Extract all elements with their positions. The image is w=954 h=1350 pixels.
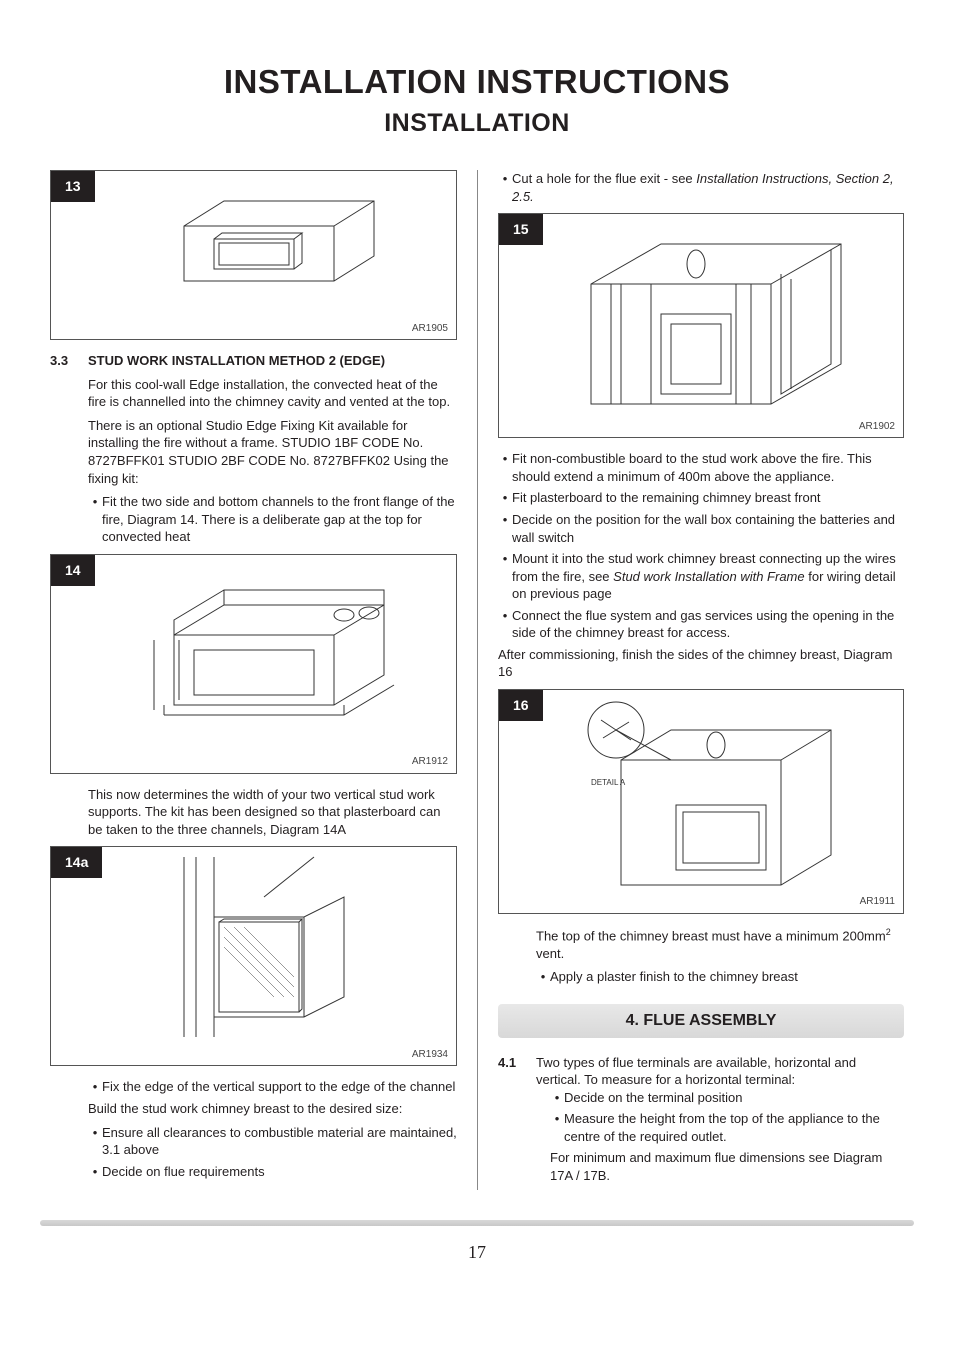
bullet-dot: • — [550, 1110, 564, 1145]
section-3-3-body: For this cool-wall Edge installation, th… — [88, 376, 457, 546]
bullet-text: Decide on flue requirements — [102, 1163, 265, 1181]
figure-13-label: 13 — [51, 171, 95, 202]
bullet-text: Connect the flue system and gas services… — [512, 607, 904, 642]
bullet-dot: • — [88, 1163, 102, 1181]
body-block: • Cut a hole for the flue exit - see Ins… — [498, 170, 904, 205]
left-column: 13 AR1905 3.3 STUD WORK INSTALLATION MET… — [40, 170, 477, 1190]
para: Build the stud work chimney breast to th… — [88, 1100, 457, 1118]
bullet-dot: • — [550, 1089, 564, 1107]
section-3-3-head: STUD WORK INSTALLATION METHOD 2 (EDGE) — [88, 352, 385, 370]
bullet: • Apply a plaster finish to the chimney … — [536, 968, 904, 986]
bullet-dot: • — [88, 1124, 102, 1159]
bullet-text: Decide on the terminal position — [564, 1089, 743, 1107]
para: There is an optional Studio Edge Fixing … — [88, 417, 457, 487]
para: After commissioning, finish the sides of… — [498, 646, 904, 681]
bullet-text: Fit plasterboard to the remaining chimne… — [512, 489, 821, 507]
bullet: • Decide on the terminal position — [550, 1089, 904, 1107]
figure-14-label: 14 — [51, 555, 95, 586]
bullet: • Decide on flue requirements — [88, 1163, 457, 1181]
body-block: The top of the chimney breast must have … — [536, 926, 904, 986]
para: For minimum and maximum flue dimensions … — [550, 1149, 904, 1184]
figure-14a-label: 14a — [51, 847, 102, 878]
bullet-dot: • — [498, 450, 512, 485]
page-number: 17 — [40, 1240, 914, 1264]
bullet-dot: • — [498, 511, 512, 546]
bullet: • Fix the edge of the vertical support t… — [88, 1078, 457, 1096]
bullet: • Decide on the position for the wall bo… — [498, 511, 904, 546]
figure-15-label: 15 — [499, 214, 543, 245]
bullet: • Fit non-combustible board to the stud … — [498, 450, 904, 485]
text: Cut a hole for the flue exit - see — [512, 171, 696, 186]
bullet: • Mount it into the stud work chimney br… — [498, 550, 904, 603]
para: The top of the chimney breast must have … — [536, 926, 904, 962]
figure-16-ref: AR1911 — [860, 895, 895, 909]
bullet-text: Cut a hole for the flue exit - see Insta… — [512, 170, 904, 205]
body-block: • Fix the edge of the vertical support t… — [88, 1078, 457, 1180]
para: For this cool-wall Edge installation, th… — [88, 376, 457, 411]
para: Two types of flue terminals are availabl… — [536, 1054, 904, 1089]
bullet: • Cut a hole for the flue exit - see Ins… — [498, 170, 904, 205]
bullet-dot: • — [498, 550, 512, 603]
text-italic: Stud work Installation with Frame — [613, 569, 804, 584]
bullet-text: Decide on the position for the wall box … — [512, 511, 904, 546]
main-title: INSTALLATION INSTRUCTIONS — [40, 60, 914, 105]
bullet-text: Apply a plaster finish to the chimney br… — [550, 968, 798, 986]
figure-15: 15 AR1902 — [498, 213, 904, 438]
figure-13-drawing — [104, 171, 404, 321]
svg-text:DETAIL A: DETAIL A — [591, 778, 626, 787]
figure-13-ref: AR1905 — [412, 322, 448, 336]
bullet-dot: • — [498, 170, 512, 205]
bullet-text: Fit the two side and bottom channels to … — [102, 493, 457, 546]
text: vent. — [536, 946, 564, 961]
bullet: • Fit plasterboard to the remaining chim… — [498, 489, 904, 507]
bullet-text: Fix the edge of the vertical support to … — [102, 1078, 455, 1096]
bullet: • Fit the two side and bottom channels t… — [88, 493, 457, 546]
figure-14-ref: AR1912 — [412, 755, 448, 769]
figure-14a-drawing — [84, 847, 424, 1047]
figure-14a: 14a AR1934 — [50, 846, 457, 1066]
columns: 13 AR1905 3.3 STUD WORK INSTALLATION MET… — [40, 170, 914, 1190]
bullet-dot: • — [498, 607, 512, 642]
page: INSTALLATION INSTRUCTIONS INSTALLATION 1… — [0, 0, 954, 1295]
figure-13: 13 AR1905 — [50, 170, 457, 340]
bullet: • Measure the height from the top of the… — [550, 1110, 904, 1145]
para: This now determines the width of your tw… — [88, 786, 457, 839]
figure-14: 14 AR1912 — [50, 554, 457, 774]
section-4-banner: 4. FLUE ASSEMBLY — [498, 1004, 904, 1038]
figure-16-drawing: DETAIL A — [521, 690, 881, 900]
body-block: • Fit non-combustible board to the stud … — [498, 450, 904, 681]
footer-rule — [40, 1220, 914, 1226]
figure-16-label: 16 — [499, 690, 543, 721]
right-column: • Cut a hole for the flue exit - see Ins… — [477, 170, 914, 1190]
bullet-dot: • — [88, 1078, 102, 1096]
figure-14a-ref: AR1934 — [412, 1048, 448, 1062]
text: The top of the chimney breast must have … — [536, 928, 886, 943]
figure-14-drawing — [84, 555, 424, 755]
bullet-text: Mount it into the stud work chimney brea… — [512, 550, 904, 603]
sub-title: INSTALLATION — [40, 107, 914, 141]
figure-15-drawing — [521, 214, 881, 424]
section-4-1-num: 4.1 — [498, 1054, 536, 1185]
bullet-text: Ensure all clearances to combustible mat… — [102, 1124, 457, 1159]
bullet-dot: • — [88, 493, 102, 546]
body-block: This now determines the width of your tw… — [88, 786, 457, 839]
section-3-3-row: 3.3 STUD WORK INSTALLATION METHOD 2 (EDG… — [50, 352, 457, 370]
superscript: 2 — [886, 927, 891, 937]
bullet: • Connect the flue system and gas servic… — [498, 607, 904, 642]
section-4-1-body: Two types of flue terminals are availabl… — [536, 1054, 904, 1185]
bullet: • Ensure all clearances to combustible m… — [88, 1124, 457, 1159]
figure-15-ref: AR1902 — [859, 420, 895, 434]
section-4-1-row: 4.1 Two types of flue terminals are avai… — [498, 1054, 904, 1185]
bullet-dot: • — [536, 968, 550, 986]
bullet-text: Fit non-combustible board to the stud wo… — [512, 450, 904, 485]
section-3-3-num: 3.3 — [50, 352, 88, 370]
bullet-dot: • — [498, 489, 512, 507]
figure-16: 16 DETAIL A AR1911 — [498, 689, 904, 914]
bullet-text: Measure the height from the top of the a… — [564, 1110, 904, 1145]
